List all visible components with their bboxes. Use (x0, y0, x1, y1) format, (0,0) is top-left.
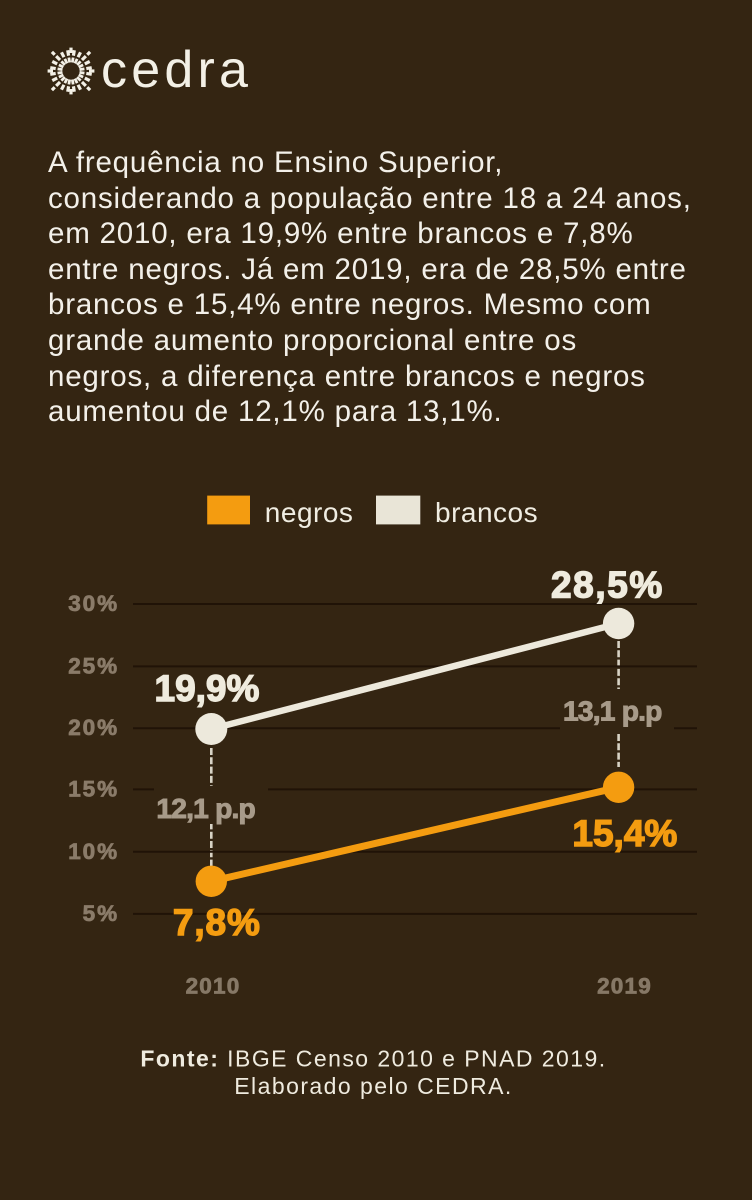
svg-text:13,1 p.p: 13,1 p.p (563, 695, 662, 727)
svg-text:2019: 2019 (597, 974, 652, 999)
svg-text:28,5%: 28,5% (551, 565, 664, 606)
svg-text:25%: 25% (68, 654, 119, 679)
svg-text:12,1 p.p: 12,1 p.p (156, 792, 255, 824)
svg-text:10%: 10% (68, 839, 119, 864)
svg-text:2010: 2010 (186, 974, 241, 999)
svg-text:19,9%: 19,9% (155, 668, 260, 709)
svg-text:15,4%: 15,4% (572, 813, 677, 854)
svg-text:30%: 30% (68, 591, 119, 616)
svg-text:15%: 15% (68, 777, 119, 802)
svg-text:negros: negros (265, 497, 354, 528)
svg-text:brancos: brancos (435, 497, 538, 528)
svg-text:Fonte: IBGE Censo 2010 e PNAD: Fonte: IBGE Censo 2010 e PNAD 2019. (140, 1045, 606, 1071)
svg-text:20%: 20% (68, 715, 119, 740)
svg-text:Elaborado pelo CEDRA.: Elaborado pelo CEDRA. (234, 1073, 512, 1099)
svg-text:5%: 5% (83, 901, 119, 926)
svg-text:7,8%: 7,8% (173, 902, 261, 943)
